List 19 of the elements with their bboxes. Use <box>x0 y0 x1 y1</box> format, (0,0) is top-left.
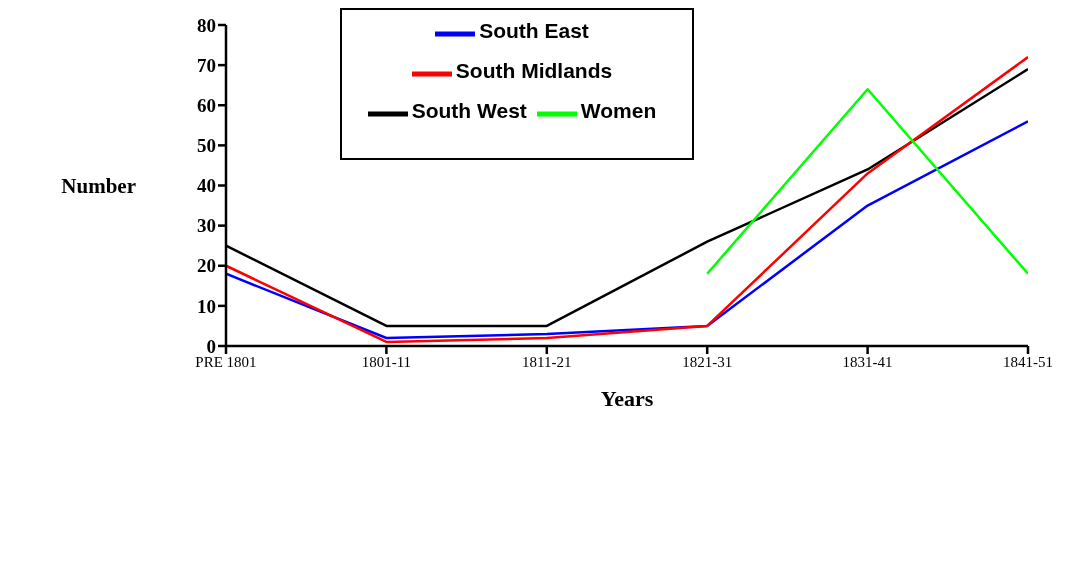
legend-label: South East <box>479 18 589 42</box>
x-tick-label: 1841-51 <box>1003 353 1053 370</box>
y-tick-label: 70 <box>197 54 216 76</box>
x-tick-label: 1811-21 <box>522 353 572 370</box>
y-tick-label: 20 <box>197 255 216 277</box>
y-axis-title: Number <box>61 173 136 198</box>
x-tick-label: 1821-31 <box>682 353 733 370</box>
legend-label: South Midlands <box>455 58 613 82</box>
legend-label: South West <box>411 98 527 122</box>
y-tick-label: 10 <box>197 295 216 317</box>
x-axis-title: Years <box>600 386 654 411</box>
y-tick-label: 60 <box>197 95 216 116</box>
y-tick-label: 50 <box>197 135 216 157</box>
legend-label: Women <box>580 98 657 122</box>
y-tick-label: 40 <box>197 175 216 197</box>
x-tick-label: 1801-11 <box>361 353 412 370</box>
y-tick-label: 80 <box>197 14 216 36</box>
y-tick-label: 30 <box>197 215 216 237</box>
x-tick-label: 1831-41 <box>842 353 893 370</box>
